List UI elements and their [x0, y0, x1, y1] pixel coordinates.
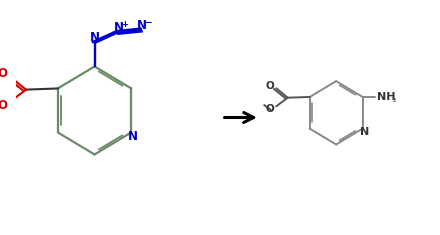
Text: −: −	[144, 18, 152, 27]
Text: N: N	[89, 31, 99, 44]
Text: N: N	[114, 21, 124, 34]
Text: +: +	[121, 20, 128, 29]
Text: O: O	[265, 81, 274, 91]
Text: ₂: ₂	[393, 95, 396, 104]
Text: O: O	[0, 67, 7, 80]
Text: O: O	[265, 104, 274, 114]
Text: N: N	[137, 19, 147, 32]
Text: N: N	[359, 127, 369, 137]
Text: O: O	[0, 99, 7, 112]
Text: NH: NH	[377, 92, 395, 102]
Text: N: N	[128, 130, 138, 143]
